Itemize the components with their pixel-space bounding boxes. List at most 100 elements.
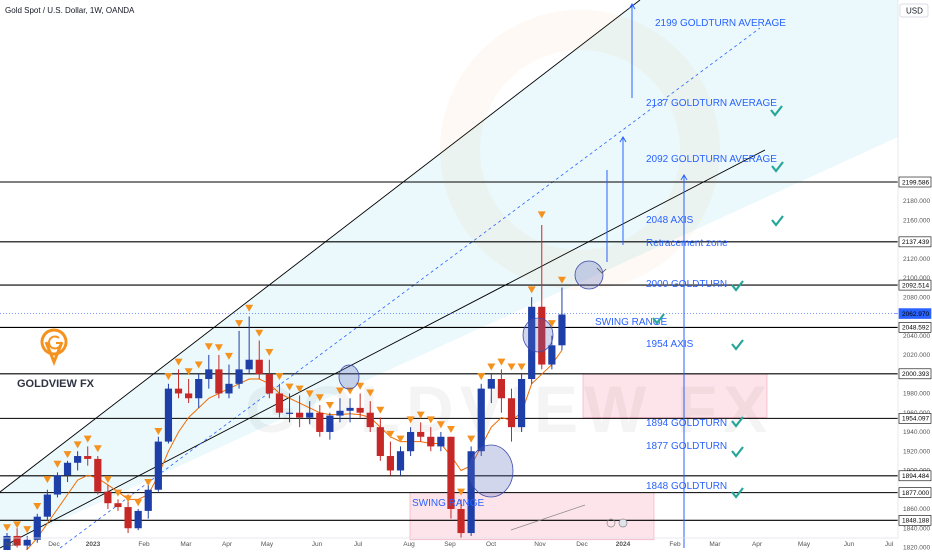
y-tick-10: 2020.000: [903, 352, 930, 359]
candle-body-14: [144, 489, 152, 511]
price-label-box-3: [898, 308, 932, 319]
signal-marker-29: [295, 385, 304, 393]
candle-body-22: [225, 383, 233, 394]
candle-body-4: [43, 494, 51, 517]
price-label-box-7: [898, 470, 932, 482]
candle-body-16: [164, 388, 173, 442]
signal-marker-4: [43, 476, 52, 484]
candle-body-51: [517, 378, 526, 428]
y-tick-8: 1980.000: [903, 391, 930, 398]
x-tick-20: Jul: [885, 541, 894, 548]
arrow-2137-head: [619, 136, 627, 143]
signal-marker-40: [406, 416, 415, 424]
ann-axis-2048: 2048 AXIS: [646, 215, 694, 226]
channel-layer: [0, 0, 898, 549]
check-icon-5: [731, 339, 744, 351]
ann-goldturn-2092: 2092 GOLDTURN AVERAGE: [646, 154, 777, 165]
y-tick-13: 2080.000: [903, 294, 930, 301]
signal-marker-46: [467, 435, 476, 443]
candle-body-38: [386, 456, 395, 471]
x-tick-12: Nov: [534, 541, 546, 548]
candle-body-5: [53, 475, 62, 495]
candles-layer: [3, 224, 566, 555]
signal-marker-14: [144, 478, 153, 486]
ann-swing-range-top: SWING RANGE: [595, 317, 668, 328]
channel-upper-line: [0, 0, 641, 493]
price-label-5: 2000.393: [902, 371, 929, 378]
candle-body-25: [255, 359, 263, 375]
signal-marker-38: [386, 430, 395, 438]
candle-body-20: [205, 369, 213, 379]
price-label-2: 2092.514: [902, 282, 929, 289]
price-label-9: 1848.188: [902, 518, 929, 525]
signal-marker-24: [245, 304, 254, 312]
signal-marker-16: [164, 373, 173, 381]
candle-body-31: [316, 412, 324, 432]
currency-label: USD: [906, 7, 923, 16]
chart-title: Gold Spot / U.S. Dollar, 1W, OANDA: [5, 6, 135, 15]
highlight-ellipse-3: [574, 260, 604, 290]
signal-marker-51: [517, 363, 526, 371]
ann-goldturn-1894: 1894 GOLDTURN: [646, 418, 727, 429]
check-icon-0: [770, 105, 783, 117]
signal-marker-11: [113, 489, 122, 497]
signal-marker-23: [235, 320, 244, 328]
ann-axis-1954: 1954 AXIS: [646, 339, 694, 350]
channel-lower-line: [0, 149, 766, 549]
check-icon-7: [731, 446, 744, 458]
signal-marker-3: [33, 503, 42, 511]
price-label-0: 2199.586: [902, 179, 929, 186]
candle-body-48: [487, 378, 495, 389]
signal-marker-10: [103, 476, 112, 484]
channel-fill: [0, 0, 898, 548]
candle-body-44: [447, 436, 455, 509]
watermark-ring: [440, 10, 720, 290]
signal-marker-37: [376, 406, 385, 414]
watermark-layer: GOLDVIEW FX: [245, 10, 773, 446]
signal-marker-55: [557, 276, 566, 284]
signal-marker-19: [194, 361, 203, 369]
signal-marker-25: [255, 329, 264, 337]
y-tick-14: 2100.000: [903, 275, 930, 282]
candle-body-47: [477, 388, 485, 452]
watermark-text: GOLDVIEW FX: [245, 372, 773, 446]
ann-retracement: Retracement zone: [646, 238, 728, 249]
candle-body-46: [467, 451, 475, 534]
small-arrow-icon: [596, 267, 607, 274]
candle-body-1: [13, 535, 21, 546]
y-tick-5: 1920.000: [903, 448, 930, 455]
signal-marker-20: [204, 343, 213, 351]
candle-body-43: [437, 436, 445, 447]
candle-body-0: [3, 535, 11, 555]
signal-marker-35: [356, 382, 365, 390]
candle-body-41: [417, 431, 425, 437]
arrows-layer: [510, 3, 688, 548]
candle-body-19: [195, 378, 203, 399]
zones-layer: [409, 373, 768, 541]
highlight-ellipse-2: [468, 444, 514, 498]
x-tick-19: Jun: [844, 541, 855, 548]
annotations-layer: 2199 GOLDTURN AVERAGE 2137 GOLDTURN AVERA…: [412, 18, 786, 509]
y-tick-11: 2040.000: [903, 333, 930, 340]
signal-marker-50: [507, 363, 516, 371]
signal-marker-15: [154, 427, 163, 435]
candle-body-50: [507, 398, 516, 428]
candle-body-18: [185, 393, 193, 399]
currency-badge[interactable]: [899, 3, 929, 18]
price-label-7: 1894.484: [902, 473, 929, 480]
price-label-box-5: [898, 368, 932, 380]
y-tick-18: 2180.000: [903, 198, 930, 205]
x-tick-10: Sep: [444, 541, 456, 548]
candle-body-55: [558, 314, 566, 346]
check-icon-4: [652, 313, 665, 325]
y-tick-15: 2120.000: [903, 256, 930, 263]
signal-marker-1: [13, 521, 22, 529]
ann-goldturn-2000: 2000 GOLDTURN: [646, 279, 727, 290]
arrow-long-head: [680, 174, 688, 181]
price-label-box-0: [898, 176, 932, 188]
y-tick-6: 1940.000: [903, 429, 930, 436]
x-tick-2: 2023: [86, 541, 101, 548]
candle-body-3: [33, 516, 41, 540]
candle-body-12: [124, 507, 132, 529]
